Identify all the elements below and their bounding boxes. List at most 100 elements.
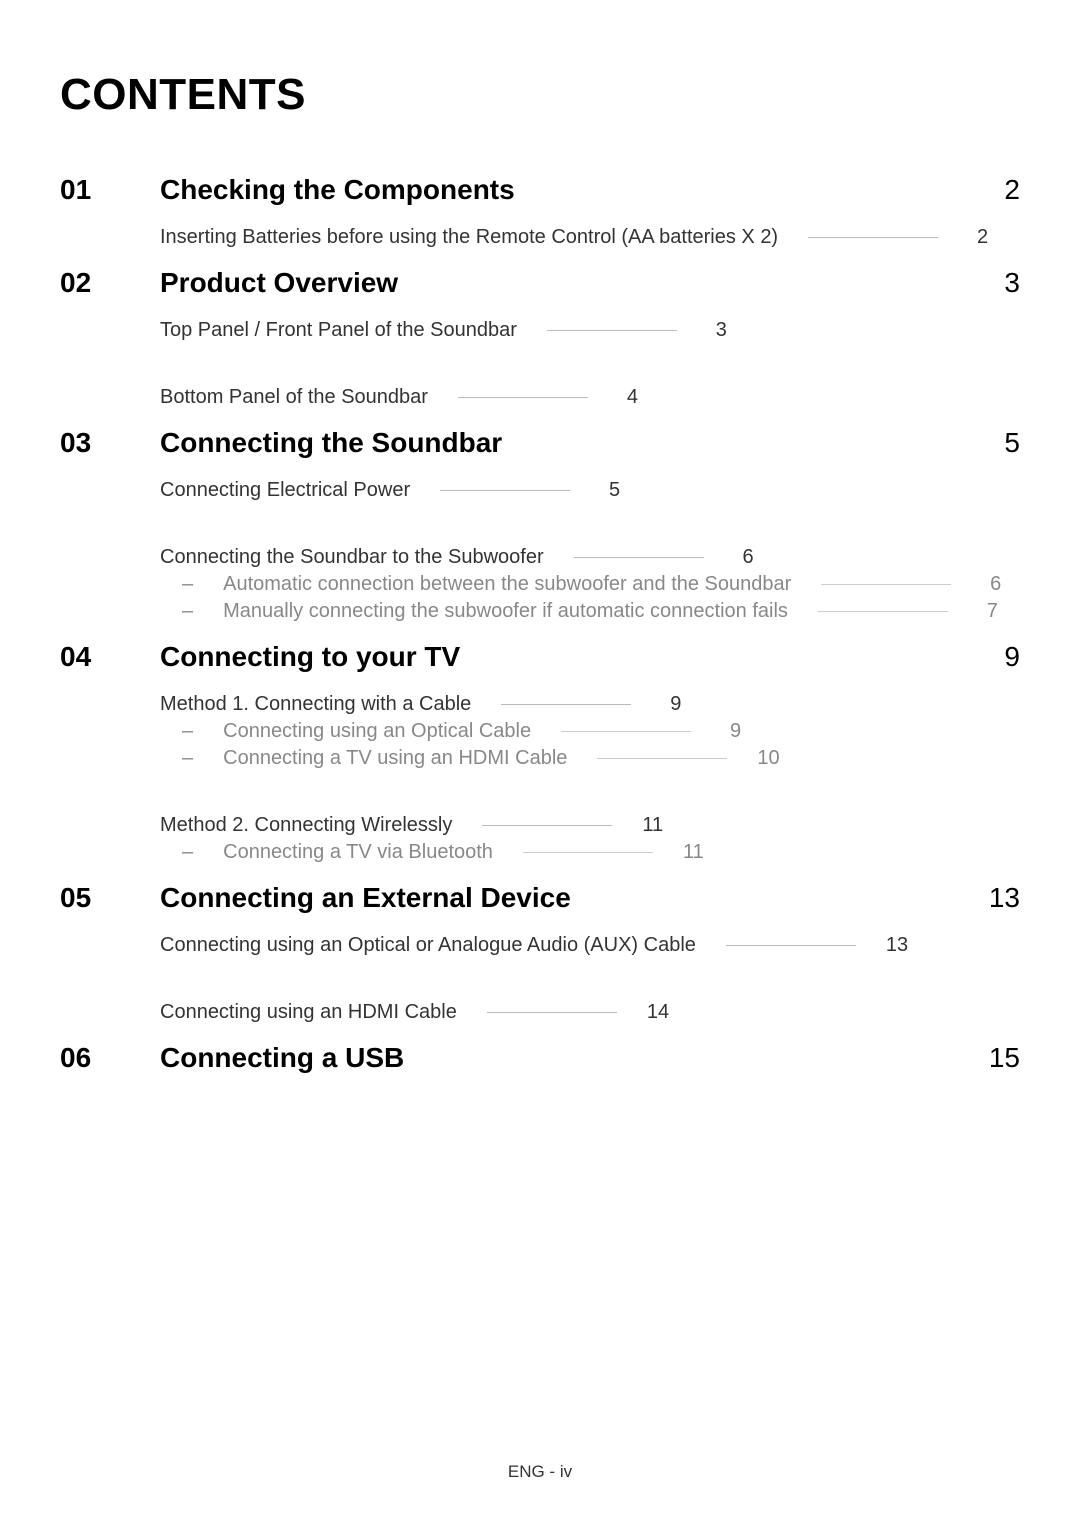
leader-line <box>482 825 612 826</box>
section-title: Connecting a USB <box>160 1042 404 1074</box>
section-number: 06 <box>60 1042 160 1074</box>
dash-icon: – <box>182 720 193 743</box>
toc-subentry: –Connecting using an Optical Cable9 <box>160 720 1020 743</box>
toc-entry-label: Connecting the Soundbar to the Subwoofer <box>160 546 544 569</box>
section-header-row: 05Connecting an External Device13Connect… <box>60 882 1020 1024</box>
toc-subentry-label: Automatic connection between the subwoof… <box>223 573 791 596</box>
toc-entry: Inserting Batteries before using the Rem… <box>160 226 1020 249</box>
leader-line <box>523 852 653 853</box>
toc-subentry-label: Connecting a TV using an HDMI Cable <box>223 747 567 770</box>
toc-entry-label: Connecting using an Optical or Analogue … <box>160 934 696 957</box>
toc-entry-page: 14 <box>647 1001 669 1024</box>
page-footer: ENG - iv <box>0 1462 1080 1482</box>
section-page-number: 5 <box>1004 427 1020 459</box>
toc-entry-page: 3 <box>707 319 727 342</box>
toc-subentry: –Connecting a TV using an HDMI Cable10 <box>160 747 1020 770</box>
section-page-number: 2 <box>1004 174 1020 206</box>
toc-entry: Connecting the Soundbar to the Subwoofer… <box>160 546 1020 569</box>
section-content: Connecting an External Device13Connectin… <box>160 882 1020 1024</box>
toc-entry: Connecting using an HDMI Cable 14 <box>160 1001 1020 1024</box>
section-page-number: 13 <box>989 882 1020 914</box>
section-header-row: 06Connecting a USB 15 <box>60 1042 1020 1074</box>
section-page-number: 9 <box>1004 641 1020 673</box>
section-page-number: 3 <box>1004 267 1020 299</box>
section-content: Connecting to your TV9Method 1. Connecti… <box>160 641 1020 864</box>
leader-line <box>726 945 856 946</box>
toc-entry-label: Method 1. Connecting with a Cable <box>160 693 471 716</box>
toc-subentry: –Manually connecting the subwoofer if au… <box>160 600 1020 623</box>
toc-entry-page: 6 <box>734 546 754 569</box>
leader-line <box>458 397 588 398</box>
toc-subentry-label: Connecting a TV via Bluetooth <box>223 841 493 864</box>
leader-line <box>561 731 691 732</box>
toc-entry-page: 11 <box>642 814 663 837</box>
section-content: Checking the Components 2 Inserting Batter… <box>160 174 1020 249</box>
section-title: Product Overview <box>160 267 398 299</box>
leader-line <box>440 490 570 491</box>
section-title-row: Connecting a USB 15 <box>160 1042 1020 1074</box>
leader-line <box>808 237 938 238</box>
leader-line <box>487 1012 617 1013</box>
section-header-row: 02Product Overview3Top Panel / Front Pan… <box>60 267 1020 409</box>
section-title: Connecting an External Device <box>160 882 571 914</box>
toc-section: 06Connecting a USB 15 <box>60 1042 1020 1074</box>
toc-section: 02Product Overview3Top Panel / Front Pan… <box>60 267 1020 409</box>
toc-subentry: – Automatic connection between the subwoo… <box>160 573 1020 596</box>
spacer <box>160 502 1020 526</box>
toc-entry: Method 2. Connecting Wirelessly 11 <box>160 814 1020 837</box>
toc-entry: Connecting using an Optical or Analogue … <box>160 934 1020 957</box>
page-title: CONTENTS <box>60 70 1020 120</box>
toc-subentry-page: 7 <box>978 600 998 623</box>
dash-icon: – <box>182 841 193 864</box>
toc-section: 04Connecting to your TV9Method 1. Connec… <box>60 641 1020 864</box>
table-of-contents: 01Checking the Components2Inserting Batt… <box>60 174 1020 1074</box>
toc-subentry: – Connecting a TV via Bluetooth 11 <box>160 841 1020 864</box>
toc-entry-page: 4 <box>618 386 638 409</box>
section-title: Connecting to your TV <box>160 641 460 673</box>
toc-entry-page: 2 <box>968 226 988 249</box>
section-content: Connecting the Soundbar 5 Connecting Elect… <box>160 427 1020 623</box>
page-container: CONTENTS 01Checking the Components2Inser… <box>0 0 1080 1132</box>
section-number: 02 <box>60 267 160 299</box>
section-header-row: 01Checking the Components2Inserting Batt… <box>60 174 1020 249</box>
section-number: 03 <box>60 427 160 459</box>
toc-entry: Connecting Electrical Power5 <box>160 479 1020 502</box>
spacer <box>160 342 1020 366</box>
toc-entry-page: 9 <box>661 693 681 716</box>
toc-section: 01Checking the Components2Inserting Batt… <box>60 174 1020 249</box>
leader-line <box>818 611 948 612</box>
section-title: Connecting the Soundbar <box>160 427 502 459</box>
dash-icon: – <box>182 600 193 623</box>
toc-subentry-page: 9 <box>721 720 741 743</box>
dash-icon: – <box>182 747 193 770</box>
section-content: Product Overview3Top Panel / Front Panel… <box>160 267 1020 409</box>
toc-entry: Method 1. Connecting with a Cable 9 <box>160 693 1020 716</box>
toc-entry-label: Inserting Batteries before using the Rem… <box>160 226 778 249</box>
section-title-row: Checking the Components 2 <box>160 174 1020 206</box>
leader-line <box>821 584 951 585</box>
section-page-number: 15 <box>989 1042 1020 1074</box>
toc-entry-page: 13 <box>886 934 908 957</box>
dash-icon: – <box>182 573 193 596</box>
toc-section: 05Connecting an External Device13Connect… <box>60 882 1020 1024</box>
section-title-row: Connecting an External Device 13 <box>160 882 1020 914</box>
section-title: Checking the Components <box>160 174 515 206</box>
toc-entry: Top Panel / Front Panel of the Soundbar 3 <box>160 319 1020 342</box>
toc-entry-label: Connecting Electrical Power <box>160 479 410 502</box>
section-header-row: 03Connecting the Soundbar 5 Connecting Ele… <box>60 427 1020 623</box>
section-header-row: 04Connecting to your TV9Method 1. Connec… <box>60 641 1020 864</box>
leader-line <box>501 704 631 705</box>
leader-line <box>547 330 677 331</box>
section-title-row: Connecting to your TV 9 <box>160 641 1020 673</box>
leader-line <box>597 758 727 759</box>
spacer <box>160 770 1020 794</box>
section-title-row: Connecting the Soundbar 5 <box>160 427 1020 459</box>
toc-entry-label: Connecting using an HDMI Cable <box>160 1001 457 1024</box>
toc-subentry-page: 6 <box>981 573 1001 596</box>
toc-entry-label: Bottom Panel of the Soundbar <box>160 386 428 409</box>
leader-line <box>574 557 704 558</box>
section-content: Connecting a USB 15 <box>160 1042 1020 1074</box>
toc-entry-label: Top Panel / Front Panel of the Soundbar <box>160 319 517 342</box>
toc-subentry-page: 11 <box>683 841 704 864</box>
toc-entry-label: Method 2. Connecting Wirelessly <box>160 814 452 837</box>
